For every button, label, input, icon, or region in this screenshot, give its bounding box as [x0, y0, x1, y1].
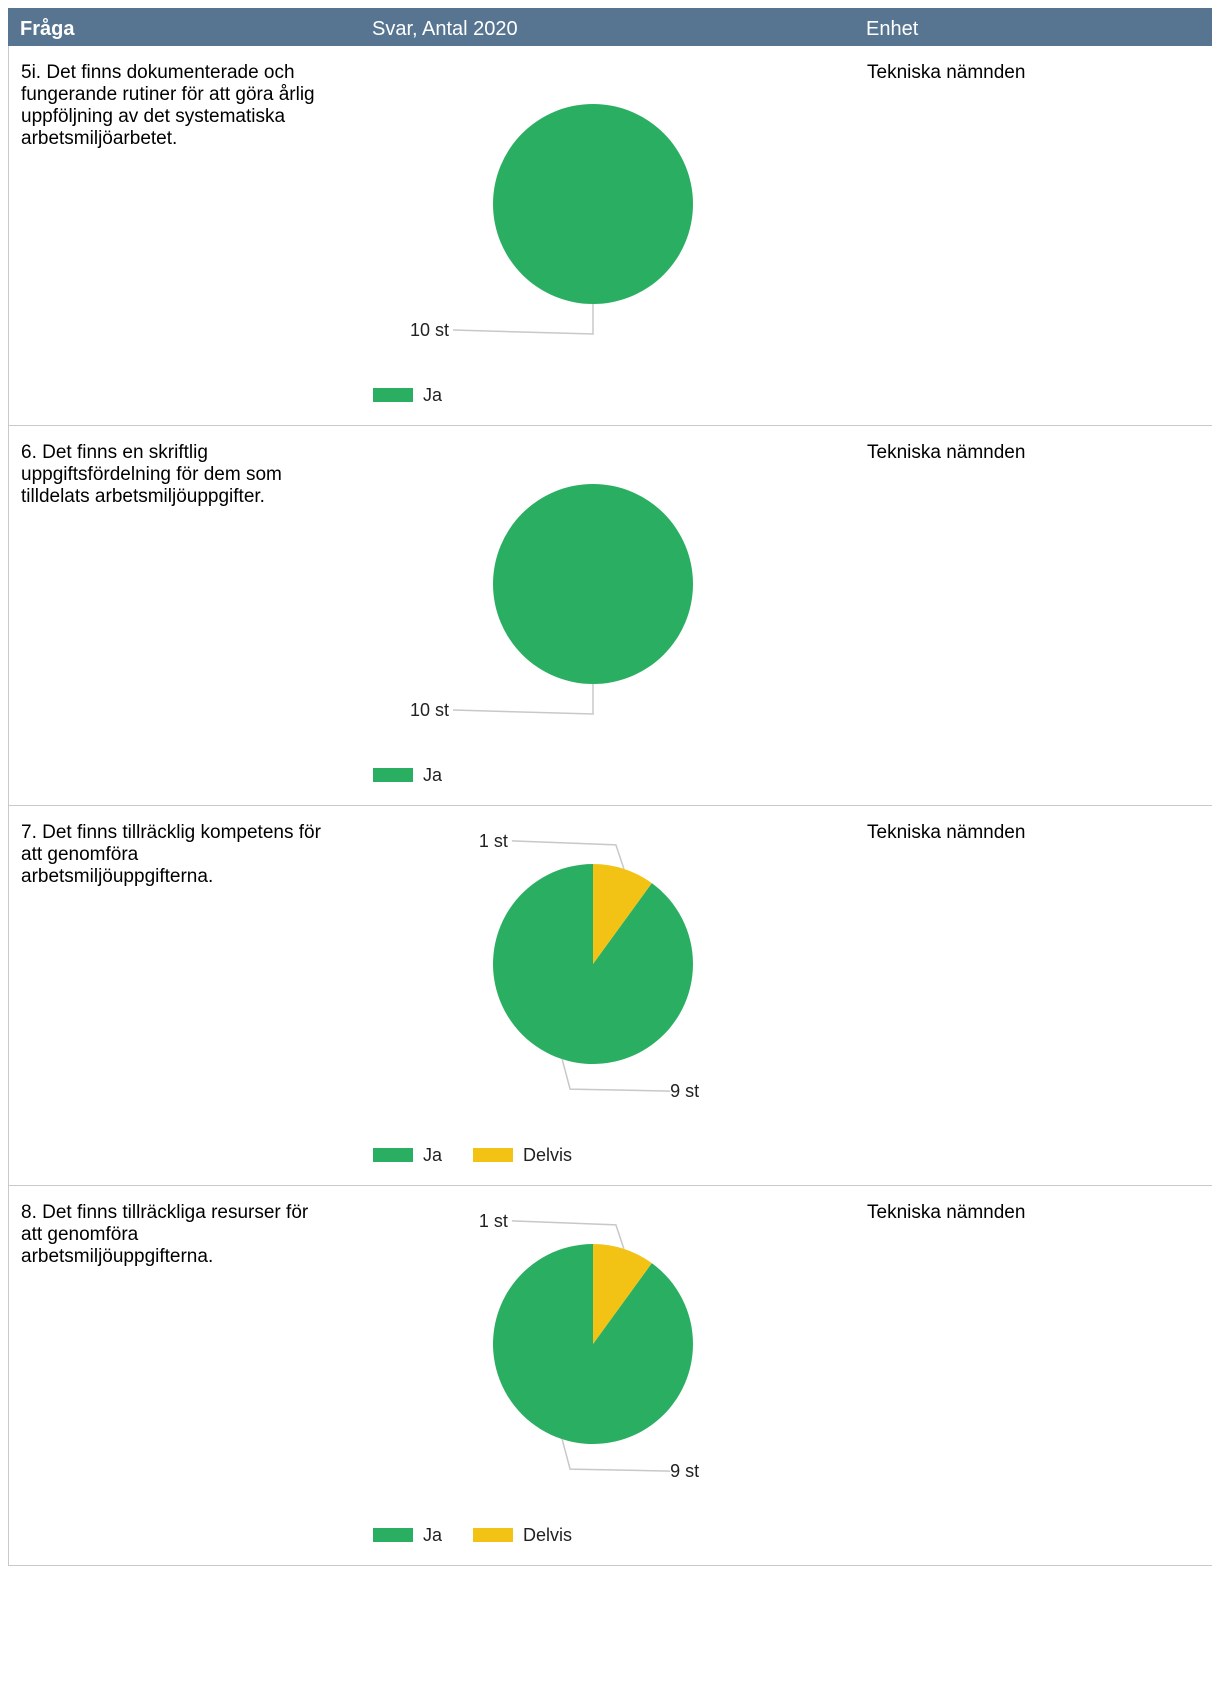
- unit-text: Tekniska nämnden: [867, 822, 1026, 843]
- legend-swatch-ja: [373, 1528, 413, 1542]
- legend-label: Delvis: [523, 1145, 572, 1165]
- legend-label: Delvis: [523, 1525, 572, 1545]
- header-unit: Enhet: [866, 18, 919, 40]
- legend-swatch-ja: [373, 388, 413, 402]
- table-row: 7. Det finns tillräcklig kompetens för a…: [8, 806, 1212, 1186]
- legend-swatch-delvis: [473, 1528, 513, 1542]
- pie-chart: 10 st Ja: [373, 484, 693, 785]
- pie-chart: 9 st 1 st Ja Delvis: [373, 831, 699, 1165]
- pie-slice-delvis: [593, 864, 652, 964]
- leader-line: [452, 684, 594, 715]
- legend-label: Ja: [423, 765, 443, 785]
- pie-slice-ja: [493, 484, 693, 684]
- question-text: 6. Det finns en skriftlig uppgiftsfördel…: [21, 442, 282, 507]
- slice-label: 1 st: [479, 1211, 508, 1231]
- table-row: 8. Det finns tillräckliga resurser för a…: [8, 1186, 1212, 1566]
- table-header: Fråga Svar, Antal 2020 Enhet: [8, 8, 1212, 46]
- leader-line: [511, 1220, 625, 1250]
- slice-label: 1 st: [479, 831, 508, 851]
- slice-label: 9 st: [670, 1461, 699, 1481]
- slice-label: 10 st: [410, 700, 449, 720]
- header-question: Fråga: [20, 18, 75, 40]
- legend-swatch-delvis: [473, 1148, 513, 1162]
- leader-line: [561, 1058, 671, 1092]
- unit-text: Tekniska nämnden: [867, 62, 1026, 83]
- unit-text: Tekniska nämnden: [867, 1202, 1026, 1223]
- table-row: 6. Det finns en skriftlig uppgiftsfördel…: [8, 426, 1212, 806]
- survey-table: Fråga Svar, Antal 2020 Enhet 5i. Det fin…: [8, 8, 1212, 1566]
- unit-text: Tekniska nämnden: [867, 442, 1026, 463]
- legend-swatch-ja: [373, 1148, 413, 1162]
- leader-line: [511, 840, 625, 870]
- pie-chart: 10 st Ja: [373, 104, 693, 405]
- question-text: 5i. Det finns dokumenterade och fungeran…: [21, 62, 315, 149]
- question-text: 8. Det finns tillräckliga resurser för a…: [21, 1202, 309, 1267]
- slice-label: 10 st: [410, 320, 449, 340]
- legend-label: Ja: [423, 1145, 443, 1165]
- leader-line: [561, 1438, 671, 1472]
- question-text: 7. Det finns tillräcklig kompetens för a…: [21, 822, 321, 887]
- table-row: 5i. Det finns dokumenterade och fungeran…: [8, 46, 1212, 426]
- pie-chart: 9 st 1 st Ja Delvis: [373, 1211, 699, 1545]
- legend-label: Ja: [423, 385, 443, 405]
- header-answer: Svar, Antal 2020: [372, 18, 518, 40]
- pie-slice-ja: [493, 104, 693, 304]
- slice-label: 9 st: [670, 1081, 699, 1101]
- leader-line: [452, 304, 594, 335]
- legend-label: Ja: [423, 1525, 443, 1545]
- pie-slice-delvis: [593, 1244, 652, 1344]
- legend-swatch-ja: [373, 768, 413, 782]
